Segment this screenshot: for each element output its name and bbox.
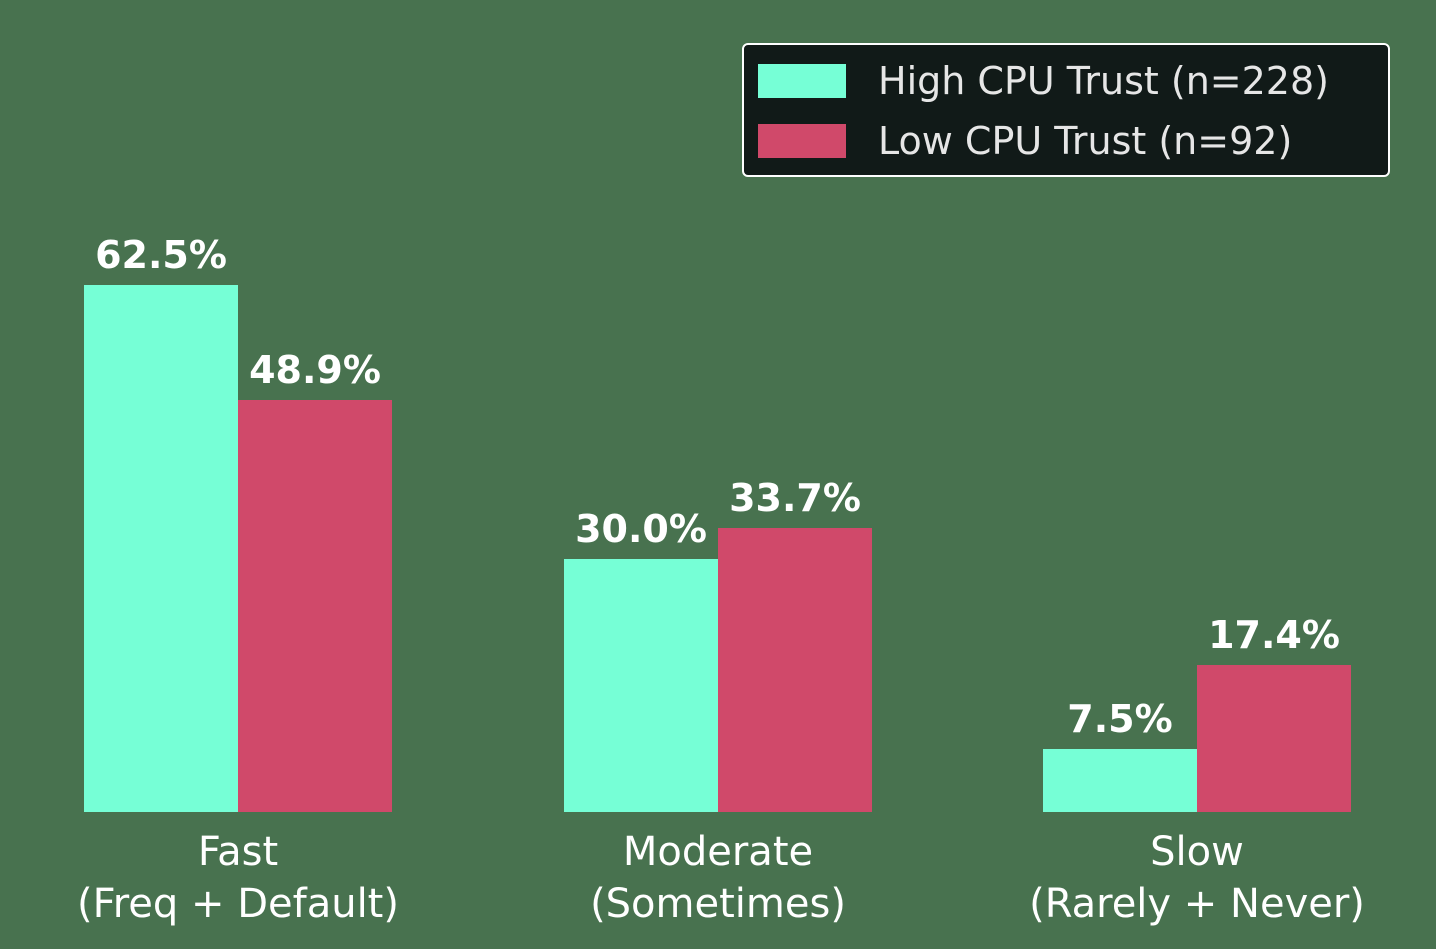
- bar-high-1: [564, 559, 718, 812]
- legend-swatch-low: [758, 124, 846, 158]
- legend-label-low: Low CPU Trust (n=92): [878, 119, 1293, 163]
- legend-item-low: Low CPU Trust (n=92): [758, 119, 1293, 163]
- bar-high-2: [1043, 749, 1197, 812]
- bar-low-2: [1197, 665, 1351, 812]
- legend-swatch-high: [758, 64, 846, 98]
- category-label: Moderate (Sometimes): [590, 829, 846, 927]
- legend-label-high: High CPU Trust (n=228): [878, 59, 1329, 103]
- value-label: 7.5%: [1067, 697, 1173, 741]
- category-label: Fast (Freq + Default): [77, 829, 399, 927]
- value-label: 48.9%: [249, 348, 381, 392]
- legend-item-high: High CPU Trust (n=228): [758, 59, 1329, 103]
- legend: High CPU Trust (n=228) Low CPU Trust (n=…: [742, 43, 1390, 177]
- value-label: 62.5%: [95, 233, 227, 277]
- value-label: 30.0%: [575, 507, 707, 551]
- value-label: 33.7%: [729, 476, 861, 520]
- value-label: 17.4%: [1208, 613, 1340, 657]
- bar-low-0: [238, 400, 392, 812]
- category-label: Slow (Rarely + Never): [1029, 829, 1365, 927]
- bar-low-1: [718, 528, 872, 812]
- bar-high-0: [84, 285, 238, 812]
